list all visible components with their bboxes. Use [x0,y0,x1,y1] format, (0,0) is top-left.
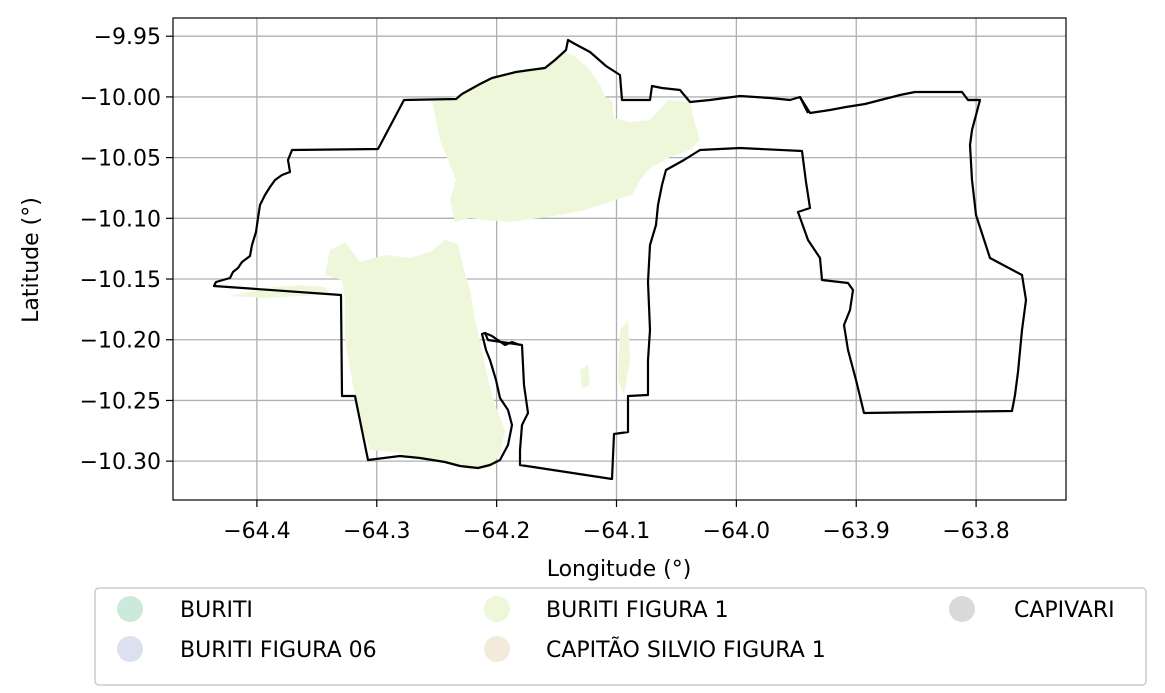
legend-marker [484,636,510,662]
y-axis-ticks: −9.95 −10.00 −10.05 −10.10 −10.15 −10.20 −10.2… [80,25,173,475]
x-axis-ticks: −64.4 −64.3 −64.2 −64.1 −64.0 −63.9 −63.8 [223,500,1010,544]
y-tick-label: −10.15 [80,268,161,293]
boundary-outline [484,331,521,347]
x-tick-label: −64.3 [343,519,410,544]
y-tick-label: −10.10 [80,207,161,232]
legend-label: CAPITÃO SILVIO FIGURA 1 [546,636,826,663]
municipal-boundaries [212,38,1028,481]
x-axis-label: Longitude (°) [547,557,692,582]
legend-item: CAPIVARI [949,596,1115,623]
grid-lines [173,18,1066,500]
legend-box [94,587,1147,686]
y-tick-label: −10.20 [80,329,161,354]
legend-marker [949,596,975,622]
land-use-patch [580,365,590,388]
y-tick-label: −10.00 [80,86,161,111]
legend-item: BURITI FIGURA 1 [484,596,729,623]
y-tick-label: −10.05 [80,147,161,172]
y-axis-label: Latitude (°) [19,197,44,323]
land-use-fill [230,52,700,470]
legend-item: BURITI [117,596,253,623]
y-tick-label: −10.25 [80,389,161,414]
legend-item: BURITI FIGURA 06 [117,636,377,663]
legend: BURITI BURITI FIGURA 1 CAPIVARI BURITI FIGU… [94,587,1147,686]
land-use-patch [432,52,700,222]
x-tick-label: −63.8 [942,519,1009,544]
boundary-outline [799,96,809,114]
x-tick-label: −64.4 [223,519,290,544]
land-use-patch [325,240,505,470]
legend-marker [117,596,143,622]
land-use-patch [618,320,630,395]
y-tick-label: −9.95 [94,25,161,50]
legend-label: BURITI [180,598,253,623]
plot-frame [172,17,1067,501]
legend-label: BURITI FIGURA 1 [546,598,729,623]
legend-label: BURITI FIGURA 06 [180,638,377,663]
legend-marker [117,636,143,662]
legend-label: CAPIVARI [1014,598,1115,623]
x-tick-label: −64.1 [583,519,650,544]
y-tick-label: −10.30 [80,450,161,475]
x-tick-label: −64.2 [463,519,530,544]
legend-item: CAPITÃO SILVIO FIGURA 1 [484,636,826,663]
x-tick-label: −64.0 [703,519,770,544]
boundary-outline [212,38,1028,481]
legend-marker [484,596,510,622]
x-tick-label: −63.9 [823,519,890,544]
land-use-patch [575,165,612,192]
